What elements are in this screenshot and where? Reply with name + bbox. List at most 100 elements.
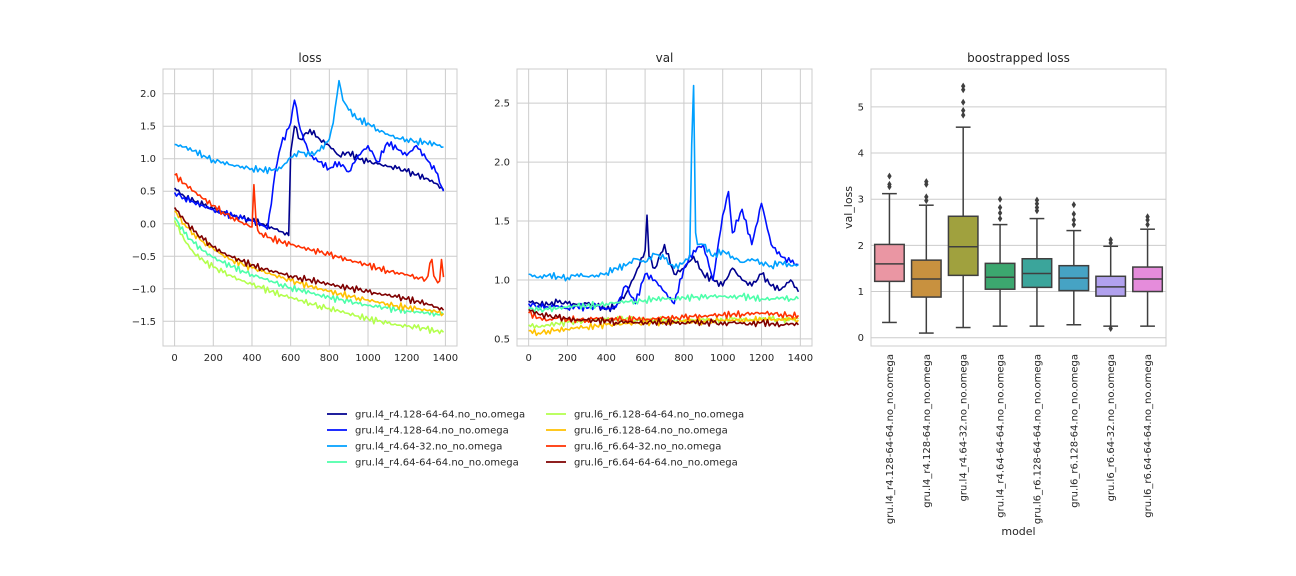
outlier-marker <box>887 180 892 188</box>
panel-title: loss <box>298 51 321 65</box>
series-line-8 <box>173 207 445 311</box>
outlier-marker <box>1071 201 1077 209</box>
x-tick-label: gru.l4_r4.64-64-64.no_no.omega <box>996 354 1007 518</box>
outlier-marker <box>997 195 1003 203</box>
legend-label: gru.l6_r6.64-32.no_no.omega <box>574 442 721 453</box>
y-tick-label: −0.5 <box>132 252 156 263</box>
legend-item-1: gru.l4_r4.128-64-64.no_no.omega <box>327 410 525 421</box>
y-axis-label: val_loss <box>842 186 855 229</box>
legend-label: gru.l4_r4.128-64.no_no.omega <box>355 426 509 437</box>
y-tick-label: 2 <box>858 241 864 252</box>
outlier-marker <box>887 172 892 180</box>
y-tick-label: 1.0 <box>494 275 510 286</box>
y-tick-label: 2.5 <box>494 99 510 110</box>
y-tick-label: 1 <box>858 287 864 298</box>
x-tick-label: gru.l6_r6.128-64.no_no.omega <box>1069 354 1080 508</box>
series-line-5 <box>173 220 445 335</box>
x-tick-label: 200 <box>204 353 223 364</box>
series-line-5 <box>528 315 799 329</box>
outlier-marker <box>960 82 966 90</box>
box-5 <box>1021 196 1053 327</box>
x-tick-label: gru.l4_r4.128-64.no_no.omega <box>922 354 933 508</box>
outlier-marker <box>960 111 966 119</box>
x-tick-label: 0 <box>171 353 177 364</box>
box-1 <box>873 172 905 324</box>
outlier-marker <box>960 107 966 115</box>
panel-title: val <box>656 51 674 65</box>
outlier-marker <box>960 98 966 106</box>
series-line-3 <box>174 79 444 175</box>
box-4 <box>984 195 1016 327</box>
iqr-box <box>947 215 979 277</box>
legend-item-5: gru.l6_r6.128-64-64.no_no.omega <box>546 410 744 421</box>
y-tick-label: −1.5 <box>132 317 156 328</box>
series-line-8 <box>528 308 799 328</box>
plot-frame <box>162 68 458 347</box>
outlier-marker <box>1108 236 1113 244</box>
legend: gru.l4_r4.128-64-64.no_no.omega gru.l4_r4… <box>327 410 744 469</box>
x-tick-label: 200 <box>558 353 577 364</box>
y-tick-label: 1.5 <box>140 122 156 133</box>
y-tick-label: 4 <box>858 149 864 160</box>
x-tick-label: gru.l4_r4.64-32.no_no.omega <box>959 354 970 501</box>
box-6 <box>1058 201 1090 326</box>
outlier-marker <box>1145 221 1150 229</box>
outlier-marker <box>924 178 929 186</box>
legend-label: gru.l6_r6.128-64.no_no.omega <box>574 426 728 437</box>
series-line-1 <box>528 214 800 313</box>
x-tick-label: 400 <box>597 353 616 364</box>
y-tick-label: −1.0 <box>132 284 156 295</box>
outlier-marker <box>1034 196 1040 204</box>
legend-label: gru.l4_r4.128-64-64.no_no.omega <box>355 410 525 421</box>
y-tick-label: 0.5 <box>494 334 510 345</box>
legend-label: gru.l6_r6.128-64-64.no_no.omega <box>574 410 744 421</box>
box-2 <box>910 178 942 334</box>
y-tick-label: 3 <box>858 195 864 206</box>
x-axis-label: model <box>1001 525 1035 538</box>
legend-item-2: gru.l4_r4.128-64.no_no.omega <box>327 426 509 437</box>
x-tick-label: 1200 <box>749 353 774 364</box>
box-3 <box>947 82 979 329</box>
outlier-marker <box>1071 216 1077 224</box>
val-panel: 0 200 400 600 800 1000 1200 1400 0.5 1.0 1.5 2.0 2.5… <box>494 51 813 364</box>
x-tick-label: 800 <box>320 353 339 364</box>
x-tick-label: gru.l4_r4.128-64-64.no_no.omega <box>885 354 896 524</box>
plot-area <box>517 69 812 346</box>
outlier-marker <box>924 197 929 205</box>
outlier-marker <box>997 215 1003 223</box>
outlier-marker <box>1071 210 1077 218</box>
outlier-marker <box>1071 221 1077 229</box>
x-tick-label: 600 <box>281 353 300 364</box>
legend-item-3: gru.l4_r4.64-32.no_no.omega <box>327 442 502 453</box>
series-line-6 <box>174 210 445 317</box>
x-tick-label: 1400 <box>788 353 813 364</box>
y-tick-label: 1.0 <box>140 154 156 165</box>
plot-frame <box>870 68 1167 347</box>
y-tick-label: 1.5 <box>494 217 510 228</box>
y-tick-label: 0.5 <box>140 187 156 198</box>
x-tick-label: 1200 <box>394 353 419 364</box>
x-tick-label: gru.l6_r6.64-32.no_no.omega <box>1106 354 1117 501</box>
y-tick-label: 2.0 <box>140 89 156 100</box>
outlier-marker <box>997 209 1003 217</box>
outlier-marker <box>1034 204 1040 211</box>
legend-item-7: gru.l6_r6.64-32.no_no.omega <box>546 442 721 453</box>
outlier-marker <box>960 86 966 94</box>
legend-item-4: gru.l4_r4.64-64-64.no_no.omega <box>327 458 519 469</box>
outlier-marker <box>1108 324 1113 332</box>
series-line-4 <box>528 292 800 313</box>
x-tick-label: 1000 <box>355 353 380 364</box>
outlier-marker <box>1145 213 1150 221</box>
iqr-box <box>873 243 905 283</box>
x-tick-label: 800 <box>674 353 693 364</box>
outlier-marker <box>1034 200 1040 208</box>
box-8 <box>1132 213 1164 327</box>
y-tick-label: 5 <box>858 102 864 113</box>
outlier-marker <box>924 193 929 201</box>
series-line-7 <box>528 310 800 324</box>
box-7 <box>1095 236 1127 332</box>
series-line-3 <box>528 84 799 282</box>
x-tick-label: 600 <box>636 353 655 364</box>
series-line-2 <box>527 190 799 312</box>
